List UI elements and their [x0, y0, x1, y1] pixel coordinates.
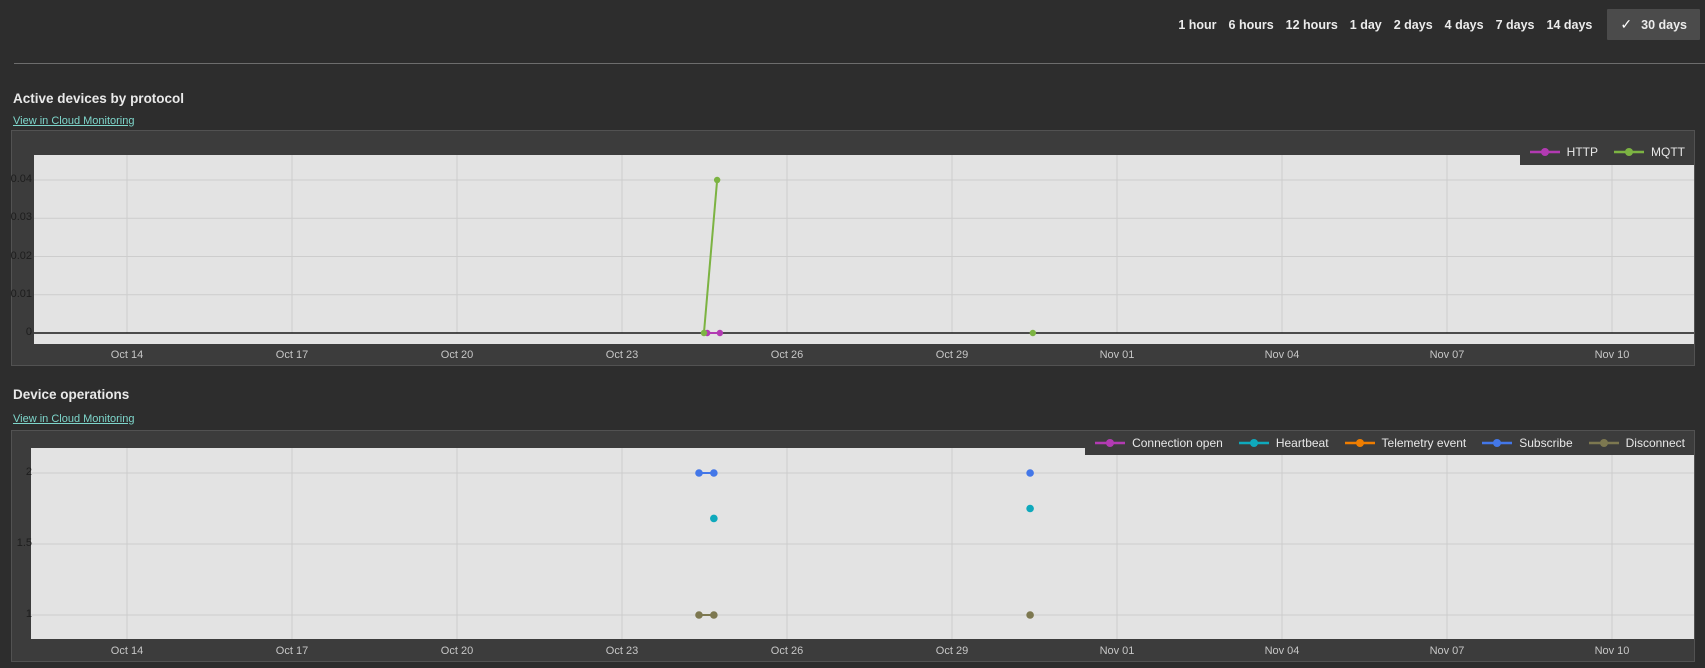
time-range-option-label: 1 day	[1349, 17, 1382, 32]
time-range-option-label: 2 days	[1393, 17, 1433, 32]
legend-marker-icon	[1095, 439, 1126, 447]
check-icon: ✓	[1620, 16, 1633, 32]
x-tick-label: Nov 10	[1594, 645, 1630, 657]
x-tick-label: Oct 26	[770, 645, 804, 657]
device-operations-chart-panel: 2 1.5 1 Oct 14 Oct 17 Oct 20 Oct 23 Oct 26 Oct 2…	[11, 430, 1695, 662]
y-tick-label: 0.02	[10, 249, 32, 262]
chart-title-active-devices-by-protocol: Active devices by protocol	[13, 91, 185, 106]
data-point-heartbeat[interactable]	[710, 514, 718, 523]
time-range-option-12-hours[interactable]: 12 hours	[1286, 18, 1338, 32]
legend-item-mqtt[interactable]: MQTT	[1613, 145, 1685, 159]
x-tick-label: Nov 04	[1264, 645, 1300, 657]
legend-marker-icon	[1529, 148, 1560, 156]
time-range-option-label: 12 hours	[1285, 17, 1338, 32]
data-point-http[interactable]	[716, 329, 724, 337]
y-tick-label: 0.04	[10, 173, 32, 185]
time-range-option-label: 1 hour	[1178, 17, 1217, 32]
x-tick-label: Oct 26	[770, 349, 804, 361]
legend-marker-icon	[1344, 439, 1375, 447]
x-tick-label: Nov 10	[1594, 349, 1630, 361]
legend-label: Disconnect	[1625, 436, 1685, 450]
data-point-mqtt[interactable]	[713, 176, 721, 184]
chart-title-device-operations: Device operations	[13, 387, 130, 402]
data-point-disconnect[interactable]	[695, 611, 703, 619]
x-tick-label: Oct 14	[110, 349, 144, 361]
legend-item-disconnect[interactable]: Disconnect	[1588, 436, 1685, 450]
legend-label: MQTT	[1651, 145, 1685, 159]
data-point-subscribe[interactable]	[695, 469, 703, 477]
legend-item-subscribe[interactable]: Subscribe	[1481, 436, 1573, 450]
x-tick-label: Nov 07	[1429, 349, 1465, 361]
legend-item-heartbeat[interactable]: Heartbeat	[1238, 436, 1329, 450]
x-tick-label: Nov 04	[1264, 349, 1300, 361]
time-range-option-label: 14 days	[1546, 17, 1593, 32]
legend-item-telemetry-event[interactable]: Telemetry event	[1344, 436, 1467, 450]
y-tick-label: 1.5	[16, 537, 32, 549]
y-tick-label: 0.03	[10, 211, 32, 224]
legend-item-http[interactable]: HTTP	[1529, 145, 1598, 159]
legend-marker-icon	[1238, 439, 1269, 447]
x-tick-label: Nov 07	[1429, 645, 1465, 657]
legend-label: HTTP	[1566, 145, 1598, 159]
time-range-option-7-days[interactable]: 7 days	[1496, 18, 1535, 32]
legend-label: Connection open	[1132, 436, 1223, 450]
x-tick-label: Oct 29	[935, 645, 969, 657]
y-tick-label: 1	[25, 608, 32, 620]
chart-plot-area-1[interactable]	[31, 448, 1694, 639]
series-line-mqtt	[702, 179, 719, 334]
data-point-subscribe[interactable]	[1026, 469, 1034, 477]
chart-plot-area-0[interactable]	[34, 155, 1694, 344]
x-tick-label: Oct 14	[110, 645, 144, 657]
y-tick-label: 2	[25, 466, 32, 478]
legend-label: Subscribe	[1519, 436, 1573, 450]
y-tick-label: 0.01	[10, 287, 32, 300]
x-tick-label: Nov 01	[1099, 349, 1135, 361]
time-range-option-label: 6 hours	[1228, 17, 1274, 32]
chart-legend: HTTP MQTT	[1519, 139, 1694, 165]
legend-label: Heartbeat	[1275, 436, 1329, 450]
data-point-mqtt[interactable]	[700, 329, 708, 337]
view-in-cloud-monitoring-link-2[interactable]: View in Cloud Monitoring	[13, 413, 135, 425]
time-range-option-14-days[interactable]: 14 days	[1547, 18, 1593, 32]
time-range-option-2-days[interactable]: 2 days	[1394, 18, 1433, 32]
time-range-option-label: 30 days	[1641, 17, 1687, 32]
x-tick-label: Oct 23	[605, 645, 639, 657]
data-point-subscribe[interactable]	[710, 469, 718, 477]
y-tick-label: 0	[25, 326, 32, 338]
time-range-option-label: 4 days	[1444, 17, 1484, 32]
x-tick-label: Nov 01	[1099, 645, 1135, 657]
data-point-mqtt[interactable]	[1029, 329, 1037, 337]
data-point-disconnect[interactable]	[710, 611, 718, 619]
legend-item-connection-open[interactable]: Connection open	[1094, 436, 1223, 450]
time-range-option-1-hour[interactable]: 1 hour	[1178, 18, 1216, 32]
x-tick-label: Oct 20	[440, 645, 474, 657]
time-range-option-label: 7 days	[1495, 17, 1535, 32]
time-range-option-6-hours[interactable]: 6 hours	[1229, 18, 1274, 32]
time-range-option-30-days[interactable]: ✓ 30 days	[1607, 9, 1700, 40]
time-range-option-1-day[interactable]: 1 day	[1350, 18, 1382, 32]
legend-label: Telemetry event	[1381, 436, 1467, 450]
chart-legend: Connection open Heartbeat Telemetry event S…	[1085, 431, 1694, 455]
header-divider	[14, 63, 1705, 64]
x-tick-label: Oct 29	[935, 349, 969, 361]
time-range-selector: 1 hour 6 hours 12 hours 1 day 2 days 4 days 7 …	[1178, 9, 1700, 40]
legend-marker-icon	[1482, 439, 1513, 447]
active-devices-chart-panel: 0.04 0.03 0.02 0.01 0 Oct 14 Oct 17 Oct 20 Oct 2…	[11, 130, 1695, 366]
legend-marker-icon	[1588, 439, 1619, 447]
x-tick-label: Oct 20	[440, 349, 474, 361]
data-point-heartbeat[interactable]	[1026, 504, 1034, 513]
view-in-cloud-monitoring-link[interactable]: View in Cloud Monitoring	[13, 115, 135, 127]
x-tick-label: Oct 17	[275, 349, 309, 361]
x-tick-label: Oct 23	[605, 349, 639, 361]
data-point-disconnect[interactable]	[1026, 611, 1034, 619]
legend-marker-icon	[1614, 148, 1644, 156]
time-range-option-4-days[interactable]: 4 days	[1445, 18, 1484, 32]
x-tick-label: Oct 17	[275, 645, 309, 657]
